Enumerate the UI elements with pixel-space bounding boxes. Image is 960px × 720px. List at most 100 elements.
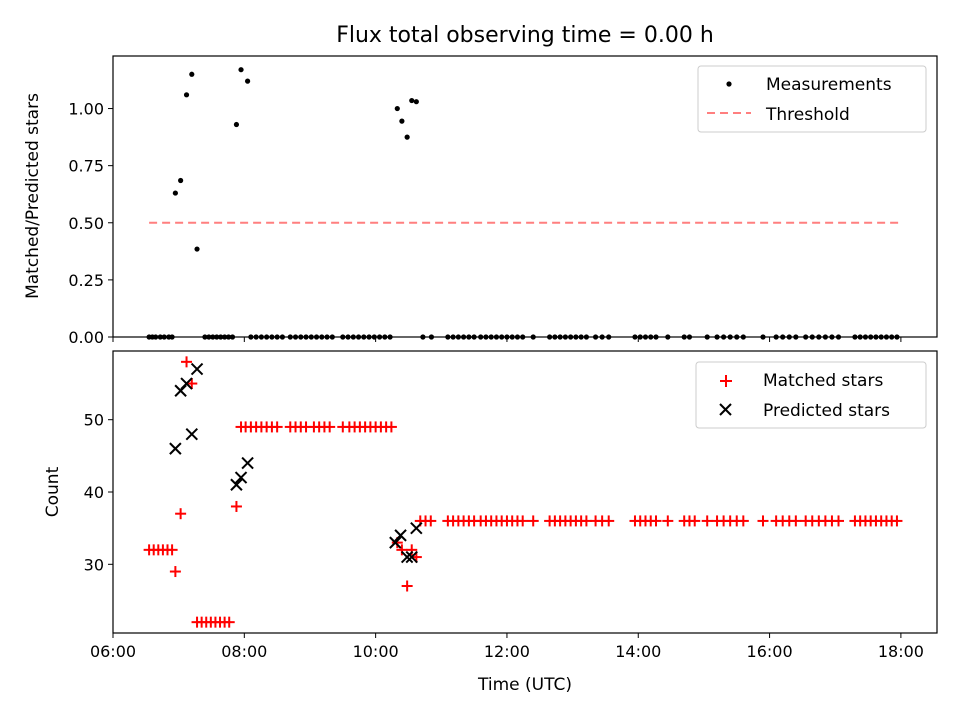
matched-star-point	[181, 356, 193, 368]
matched-star-point	[757, 515, 769, 527]
bottom-legend-frame	[695, 361, 927, 429]
measurement-point	[238, 67, 244, 73]
x-tick-label: 14:00	[615, 642, 661, 661]
matched-star-point	[385, 421, 397, 433]
bottom-legend: Matched stars Predicted stars	[695, 361, 927, 429]
top-panel: Flux total observing time = 0.00 h 0.000…	[23, 23, 938, 347]
x-stroke-b	[394, 529, 407, 542]
chart-title: Flux total observing time = 0.00 h	[336, 23, 714, 48]
top-x-ticks	[112, 337, 902, 342]
matched-star-point	[689, 515, 701, 527]
predicted-star-point	[169, 442, 182, 455]
x-stroke-b	[410, 521, 423, 535]
x-tick-label: 08:00	[221, 642, 267, 661]
predicted-star-point	[241, 456, 254, 470]
matched-star-point	[833, 515, 845, 527]
matched-star-point	[790, 515, 802, 527]
y-tick-label: 0.75	[68, 157, 104, 176]
predicted-star-point	[394, 529, 407, 542]
bottom-y-axis-label: Count	[43, 466, 63, 517]
x-stroke-b	[180, 377, 193, 390]
predicted-star-point	[410, 521, 423, 535]
predicted-star-point	[180, 377, 193, 390]
measurement-point	[394, 105, 400, 112]
predicted-star-point	[234, 471, 248, 484]
matched-star-point	[580, 515, 592, 527]
x-stroke-b	[405, 550, 418, 564]
x-tick-label: 06:00	[90, 642, 136, 661]
y-tick-label: 40	[84, 483, 104, 502]
x-stroke-b	[400, 550, 414, 564]
x-stroke-b	[230, 478, 243, 491]
predicted-star-point	[389, 536, 402, 549]
matched-star-point	[223, 616, 235, 628]
predicted-star-point	[185, 427, 198, 441]
predicted-star-point	[230, 478, 243, 491]
matched-star-point	[650, 515, 662, 527]
x-stroke-b	[185, 427, 198, 441]
y-tick-label: 1.00	[68, 100, 104, 119]
matched-star-point	[517, 515, 529, 527]
bottom-plot-area	[143, 356, 903, 628]
matched-star-point	[324, 421, 336, 433]
matched-star-point	[662, 515, 674, 527]
legend-label-matched: Matched stars	[763, 371, 883, 391]
matched-star-point	[401, 580, 413, 592]
measurement-point	[399, 118, 405, 124]
matched-star-point	[701, 515, 713, 527]
predicted-star-point	[190, 362, 204, 376]
matched-star-point	[737, 515, 749, 527]
matched-star-point	[186, 378, 198, 390]
measurement-point	[172, 190, 178, 196]
predicted-star-point	[400, 550, 414, 564]
matched-star-point	[166, 544, 178, 556]
matched-star-point	[230, 500, 242, 512]
measurement-point	[183, 92, 190, 98]
predicted-star-point	[405, 550, 418, 564]
legend-marker-measurements	[726, 81, 732, 87]
measurement-point	[244, 78, 251, 84]
x-tick-label: 10:00	[353, 642, 399, 661]
measurement-point	[404, 134, 410, 140]
legend-label-measurements: Measurements	[766, 75, 892, 95]
x-axis-label: Time (UTC)	[477, 675, 572, 695]
measurement-point	[413, 99, 419, 105]
x-stroke-b	[234, 471, 248, 484]
x-stroke-b	[241, 456, 254, 470]
measurement-point	[233, 121, 240, 128]
y-tick-label: 0.25	[68, 271, 104, 290]
legend-marker-predicted	[719, 403, 732, 416]
measurement-point	[178, 177, 184, 184]
y-tick-label: 50	[84, 411, 104, 430]
matched-star-point	[175, 508, 187, 520]
y-tick-label: 30	[84, 555, 104, 574]
legend-marker-matched	[720, 375, 732, 387]
bottom-x-ticks: 06:00 08:00 10:00 12:00 14:00 16:00 18:00	[90, 633, 924, 661]
matched-star-point	[891, 515, 903, 527]
y-tick-label: 0.00	[68, 328, 104, 347]
y-tick-label: 0.50	[68, 214, 104, 233]
matched-star-point	[425, 515, 437, 527]
x-tick-label: 12:00	[484, 642, 530, 661]
top-y-ticks: 0.00 0.25 0.50 0.75 1.00	[68, 100, 113, 347]
x-stroke-b	[389, 536, 402, 549]
measurement-point	[409, 97, 415, 104]
bottom-y-ticks: 30 40 50	[84, 411, 113, 574]
x-tick-label: 16:00	[747, 642, 793, 661]
x-stroke-b	[190, 362, 204, 376]
x-tick-label: 18:00	[878, 642, 924, 661]
matched-star-point	[603, 515, 615, 527]
top-axes-frame	[112, 55, 938, 338]
top-y-axis-label: Matched/Predicted stars	[23, 93, 43, 299]
legend-label-predicted: Predicted stars	[763, 401, 890, 421]
x-stroke-b	[169, 442, 182, 455]
top-legend-frame	[697, 65, 927, 133]
matched-star-point	[169, 566, 181, 578]
bottom-panel: 30 40 50 06:00 08:00 10:00 12:00 14:00 16:00 18:…	[43, 350, 938, 695]
matched-star-point	[527, 515, 539, 527]
measurement-point	[189, 71, 195, 77]
legend-label-threshold: Threshold	[765, 105, 850, 125]
matched-star-point	[396, 544, 408, 556]
matched-star-point	[271, 421, 283, 433]
